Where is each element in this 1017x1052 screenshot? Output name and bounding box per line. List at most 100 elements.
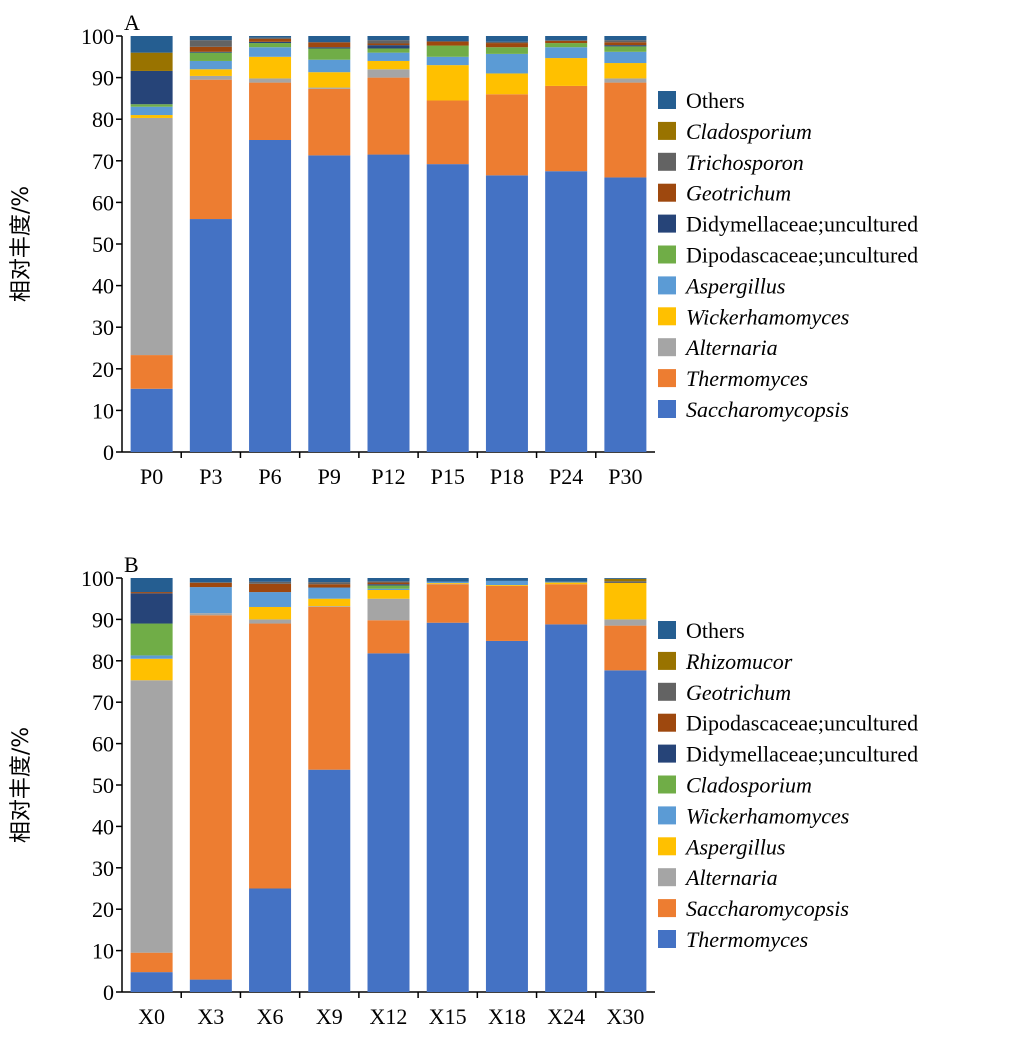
x-tick-label: P12 xyxy=(371,464,405,489)
bar-segment-x12-cladosporium xyxy=(367,585,410,589)
bar-segment-x0-others xyxy=(130,578,173,593)
y-tick-label: 10 xyxy=(92,398,114,423)
bar-segment-p24-others xyxy=(545,36,588,41)
bar-segment-p3-thermomyces xyxy=(189,79,232,220)
x-tick-label: X15 xyxy=(429,1004,467,1029)
bar-segment-x15-others xyxy=(426,578,469,582)
legend-label: Alternaria xyxy=(684,335,778,360)
y-tick-label: 40 xyxy=(92,274,114,299)
panel-label: A xyxy=(124,10,140,35)
bar-segment-p30-saccharomycopsis xyxy=(604,177,647,452)
bar-segment-p3-alternaria xyxy=(189,75,232,80)
bar-segment-p12-others xyxy=(367,36,410,41)
bar-segment-p0-aspergillus xyxy=(130,106,173,116)
legend-label: Aspergillus xyxy=(684,273,785,298)
y-tick-label: 50 xyxy=(92,232,114,257)
bar-segment-p6-aspergillus xyxy=(249,47,292,57)
bar-segment-x3-alternaria xyxy=(189,613,232,616)
bar-segment-p18-others xyxy=(485,36,528,42)
bar-segment-x3-dipodascaceae-uncultured xyxy=(189,582,232,588)
bar-segment-p15-geotrichum xyxy=(426,41,469,46)
bar-segment-x0-dipodascaceae-uncultured xyxy=(130,592,173,594)
bar-segment-p18-aspergillus xyxy=(485,53,528,74)
legend-swatch xyxy=(658,400,676,418)
legend-label: Geotrichum xyxy=(686,680,791,705)
bar-segment-p9-dipodascaceae-uncultured xyxy=(308,48,351,60)
bar-segment-p30-didymellaceae-uncultured xyxy=(604,45,647,47)
bar-segment-x0-aspergillus xyxy=(130,658,173,681)
bar-segment-x12-aspergillus xyxy=(367,590,410,599)
x-tick-label: P30 xyxy=(608,464,642,489)
y-tick-label: 20 xyxy=(92,357,114,382)
bar-segment-x15-thermomyces xyxy=(426,622,469,992)
bar-segment-p3-wickerhamomyces xyxy=(189,69,232,76)
y-tick-label: 80 xyxy=(92,107,114,132)
bar-segment-x0-alternaria xyxy=(130,680,173,953)
bar-segment-p12-thermomyces xyxy=(367,77,410,155)
y-tick-label: 60 xyxy=(92,190,114,215)
x-tick-label: P0 xyxy=(140,464,163,489)
bar-segment-x12-thermomyces xyxy=(367,653,410,992)
bar-segment-x9-saccharomycopsis xyxy=(308,606,351,770)
legend-label: Didymellaceae;uncultured xyxy=(686,742,918,767)
legend-swatch xyxy=(658,152,676,171)
legend-label: Geotrichum xyxy=(686,181,791,206)
legend-label: Cladosporium xyxy=(686,119,812,144)
bar-segment-x6-saccharomycopsis xyxy=(249,623,292,889)
x-tick-label: P3 xyxy=(199,464,222,489)
bar-segment-x9-wickerhamomyces xyxy=(308,587,351,599)
bar-segment-x15-saccharomycopsis xyxy=(426,584,469,623)
bar-segment-p12-wickerhamomyces xyxy=(367,60,410,70)
bar-segment-x6-thermomyces xyxy=(249,888,292,992)
bar-segment-x18-thermomyces xyxy=(485,640,528,992)
bar-segment-p30-others xyxy=(604,36,647,41)
bar-segment-p30-geotrichum xyxy=(604,42,647,46)
bar-segment-p0-thermomyces xyxy=(130,355,173,389)
bar-segment-p0-dipodascaceae-uncultured xyxy=(130,104,173,107)
bar-segment-p15-others xyxy=(426,36,469,42)
bar-segment-p24-dipodascaceae-uncultured xyxy=(545,43,588,48)
bar-segment-p18-thermomyces xyxy=(485,94,528,176)
bar-segment-x3-thermomyces xyxy=(189,979,232,992)
bar-segment-x9-alternaria xyxy=(308,606,351,607)
bar-segment-x12-others xyxy=(367,578,410,582)
bar-segment-x30-alternaria xyxy=(604,619,647,626)
bar-segment-p30-dipodascaceae-uncultured xyxy=(604,46,647,52)
bar-segment-p12-geotrichum xyxy=(367,43,410,46)
x-tick-label: X0 xyxy=(138,1004,165,1029)
legend-swatch xyxy=(658,806,676,825)
legend: Others Rhizomucor Geotrichum Dipodascaceae;… xyxy=(658,618,918,952)
bar-segment-p24-wickerhamomyces xyxy=(545,58,588,86)
bar-segment-x30-aspergillus xyxy=(604,582,647,620)
bar-segment-x0-thermomyces xyxy=(130,972,173,992)
bar-segment-x6-alternaria xyxy=(249,619,292,624)
bar-segment-p3-others xyxy=(189,36,232,41)
legend-swatch xyxy=(658,121,676,140)
bar-segment-x3-geotrichum xyxy=(189,582,232,583)
bar-segment-x18-aspergillus xyxy=(485,585,528,586)
bar-segment-x30-geotrichum xyxy=(604,581,647,583)
legend: Others Cladosporium Trichosporon Geotrichum… xyxy=(658,88,918,422)
legend-swatch xyxy=(658,682,676,701)
bar-segment-p0-saccharomycopsis xyxy=(130,388,173,452)
x-tick-label: X12 xyxy=(370,1004,408,1029)
x-tick-label: X9 xyxy=(316,1004,343,1029)
bar-segment-p6-others xyxy=(249,36,292,38)
bar-segment-p12-alternaria xyxy=(367,69,410,78)
bar-segment-p6-dipodascaceae-uncultured xyxy=(249,43,292,48)
bar-segment-p9-saccharomycopsis xyxy=(308,155,351,452)
bar-segment-p30-alternaria xyxy=(604,78,647,83)
bar-segment-x9-others xyxy=(308,578,351,583)
bar-segment-p3-aspergillus xyxy=(189,60,232,70)
legend-label: Rhizomucor xyxy=(685,649,793,674)
y-axis-label: 相对丰度/% xyxy=(9,727,34,843)
y-tick-label: 30 xyxy=(92,856,114,881)
bar-segment-p9-alternaria xyxy=(308,87,351,89)
bar-segment-x30-others xyxy=(604,578,647,579)
bar-segment-p15-wickerhamomyces xyxy=(426,65,469,101)
bar-segment-p0-cladosporium xyxy=(130,52,173,71)
y-tick-label: 100 xyxy=(81,566,114,591)
bar-segment-x6-wickerhamomyces xyxy=(249,592,292,607)
bar-segment-x6-dipodascaceae-uncultured xyxy=(249,583,292,593)
bar-segment-p3-dipodascaceae-uncultured xyxy=(189,52,232,61)
